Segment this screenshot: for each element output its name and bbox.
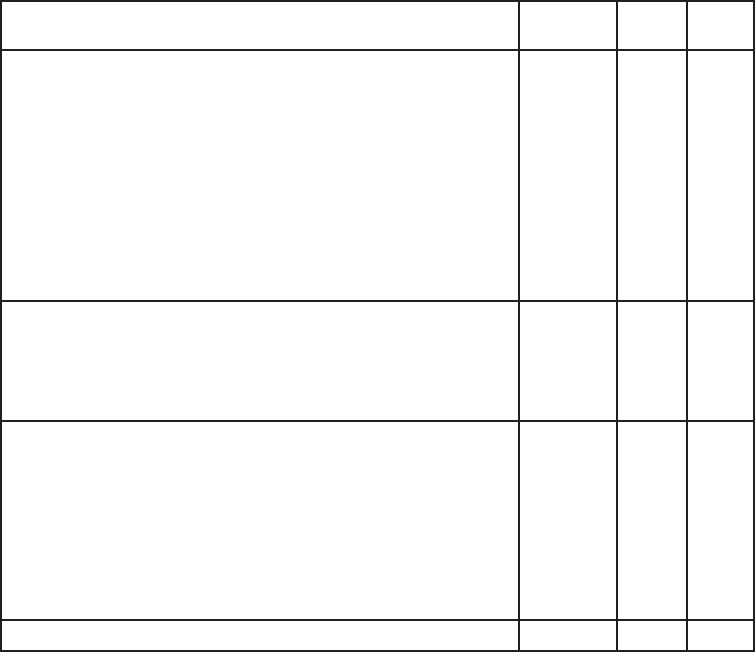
table-cell <box>686 619 753 650</box>
table-cell <box>518 0 616 49</box>
table-cell <box>616 619 686 650</box>
table-border-horizontal <box>0 49 755 51</box>
table-cell <box>686 0 753 49</box>
table-border-vertical <box>0 0 2 652</box>
table-cell <box>686 49 753 300</box>
table-cell <box>616 0 686 49</box>
table-cell <box>616 49 686 300</box>
table-cell <box>686 420 753 619</box>
table-border-horizontal <box>0 650 755 652</box>
table-cell <box>616 300 686 420</box>
table-cell <box>0 0 518 49</box>
table-cell <box>518 420 616 619</box>
table-border-vertical <box>686 0 688 652</box>
table-border-vertical <box>518 0 520 652</box>
table-border-horizontal <box>0 300 755 302</box>
table-cell <box>0 420 518 619</box>
table-cell <box>686 300 753 420</box>
table-cell <box>0 300 518 420</box>
table-border-horizontal <box>0 420 755 422</box>
table-cell <box>518 49 616 300</box>
table-cell <box>518 300 616 420</box>
table-border-vertical <box>753 0 755 652</box>
table-cell <box>0 49 518 300</box>
table-border-vertical <box>616 0 618 652</box>
table-cell <box>616 420 686 619</box>
table-border-horizontal <box>0 619 755 621</box>
table-border-horizontal <box>0 0 755 2</box>
table-cell <box>518 619 616 650</box>
table-cell <box>0 619 518 650</box>
